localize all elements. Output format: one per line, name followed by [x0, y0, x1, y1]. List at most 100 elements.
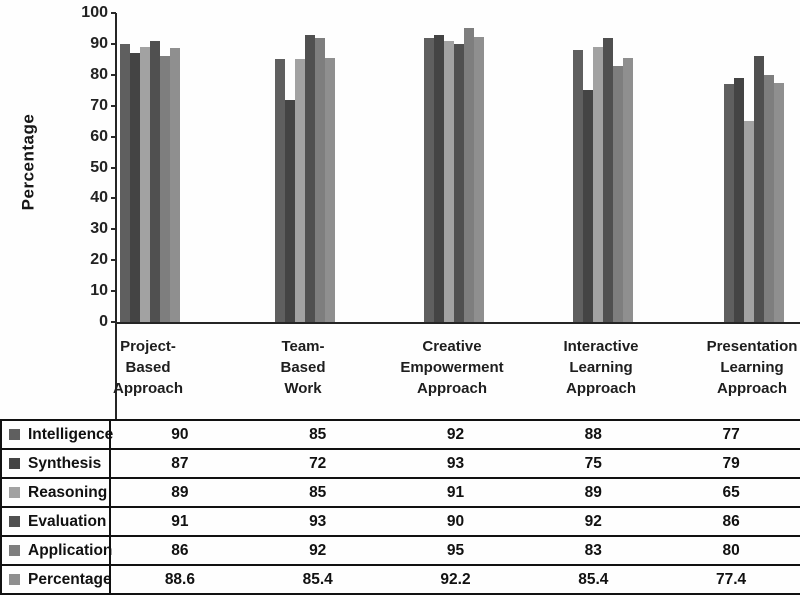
table-value-application-3: 95	[446, 541, 465, 559]
legend-label: Synthesis	[28, 454, 102, 472]
legend-label: Intelligence	[28, 425, 114, 443]
category-label-line: Based	[280, 359, 326, 376]
bar-percentage-1	[170, 48, 180, 322]
y-tick-label-80: 80	[90, 65, 108, 83]
category-label-2: Team- Based Work	[228, 336, 378, 399]
bar-intelligence-1	[120, 44, 130, 322]
table-row-evaluation: Evaluation 91 93 90 92 86	[0, 506, 800, 535]
y-tick-mark	[111, 290, 116, 293]
category-label-line: Team-	[281, 338, 325, 355]
y-tick-label-20: 20	[90, 251, 108, 269]
bar-application-2	[315, 38, 325, 322]
category-label-line: Based	[125, 359, 171, 376]
legend-cell-percentage: Percentage	[0, 566, 112, 593]
bar-application-3	[464, 28, 474, 322]
y-tick-mark	[111, 228, 116, 231]
y-tick-label-100: 100	[81, 4, 108, 21]
y-tick-mark	[111, 42, 116, 45]
bar-cluster-1	[120, 41, 180, 322]
bar-cluster-5	[724, 56, 784, 322]
bar-synthesis-3	[434, 35, 444, 322]
bar-percentage-4	[623, 58, 633, 322]
y-tick-mark	[111, 259, 116, 262]
table-value-evaluation-3: 90	[446, 512, 465, 530]
bar-reasoning-3	[444, 41, 454, 322]
category-label-4: Interactive Learning Approach	[526, 336, 676, 399]
table-value-synthesis-2: 72	[309, 454, 327, 472]
table-value-synthesis-3: 93	[446, 454, 465, 472]
bar-synthesis-4	[583, 90, 593, 322]
table-value-application-1: 86	[171, 541, 189, 559]
table-value-intelligence-3: 92	[446, 425, 465, 443]
category-label-line: Approach	[112, 380, 183, 397]
y-tick-mark	[111, 73, 116, 76]
table-value-percentage-1: 88.6	[164, 570, 195, 588]
table-value-intelligence-4: 88	[584, 425, 602, 443]
bar-evaluation-3	[454, 44, 464, 322]
bar-reasoning-2	[295, 59, 305, 322]
category-label-line: Approach	[565, 380, 636, 397]
bar-reasoning-4	[593, 47, 603, 322]
legend-cell-evaluation: Evaluation	[0, 508, 111, 535]
legend-cell-synthesis: Synthesis	[0, 450, 111, 477]
bar-evaluation-4	[603, 38, 613, 322]
y-tick-label-10: 10	[90, 282, 108, 300]
plot-area	[115, 13, 800, 324]
y-tick-label-40: 40	[90, 189, 108, 207]
category-label-line: Project-	[120, 338, 176, 355]
legend-label: Evaluation	[28, 512, 107, 530]
axis-vertical-rule	[115, 324, 117, 419]
bar-synthesis-2	[285, 100, 295, 322]
legend-label: Application	[28, 541, 113, 559]
y-tick-mark	[111, 104, 116, 107]
category-label-5: Presentation Learning Approach	[677, 336, 800, 399]
category-label-line: Learning	[569, 359, 633, 376]
category-label-line: Interactive	[563, 338, 639, 355]
table-value-reasoning-3: 91	[446, 483, 465, 501]
bar-application-4	[613, 66, 623, 322]
category-label-1: Project- Based Approach	[73, 336, 223, 399]
y-axis-title-text: Percentage	[18, 113, 38, 211]
table-value-reasoning-4: 89	[584, 483, 602, 501]
bar-cluster-2	[275, 35, 335, 322]
table-row-reasoning: Reasoning 89 85 91 89 65	[0, 477, 800, 506]
category-label-line: Empowerment	[400, 359, 504, 376]
bar-synthesis-1	[130, 53, 140, 322]
y-tick-mark	[111, 321, 116, 323]
bar-application-1	[160, 56, 170, 322]
table-value-evaluation-2: 93	[309, 512, 327, 530]
legend-swatch-icon	[9, 545, 20, 556]
legend-swatch-icon	[9, 458, 20, 469]
table-value-application-4: 83	[584, 541, 602, 559]
table-value-application-2: 92	[309, 541, 327, 559]
bar-application-5	[764, 75, 774, 322]
bar-evaluation-5	[754, 56, 764, 322]
bar-percentage-3	[474, 37, 484, 322]
category-label-line: Approach	[416, 380, 487, 397]
bar-percentage-2	[325, 58, 335, 322]
y-tick-label-90: 90	[90, 34, 108, 52]
legend-cell-reasoning: Reasoning	[0, 479, 111, 506]
bar-cluster-4	[573, 38, 633, 322]
bar-intelligence-5	[724, 84, 734, 322]
category-label-line: Learning	[720, 359, 784, 376]
table-value-intelligence-1: 90	[171, 425, 189, 443]
table-row-intelligence: Intelligence 90 85 92 88 77	[0, 419, 800, 448]
bar-intelligence-2	[275, 59, 285, 322]
legend-cell-intelligence: Intelligence	[0, 421, 114, 448]
legend-label: Percentage	[28, 570, 112, 588]
legend-swatch-icon	[9, 574, 20, 585]
table-value-application-5: 80	[722, 541, 740, 559]
table-value-evaluation-1: 91	[171, 512, 189, 530]
legend-swatch-icon	[9, 487, 20, 498]
table-row-synthesis: Synthesis 87 72 93 75 79	[0, 448, 800, 477]
bar-reasoning-5	[744, 121, 754, 322]
table-value-synthesis-5: 79	[722, 454, 740, 472]
bar-intelligence-4	[573, 50, 583, 322]
table-value-percentage-3: 92.2	[440, 570, 471, 588]
y-tick-label-50: 50	[90, 158, 108, 176]
category-label-line: Approach	[716, 380, 787, 397]
table-value-synthesis-1: 87	[171, 454, 189, 472]
category-label-line: Presentation	[706, 338, 798, 355]
table-value-evaluation-4: 92	[584, 512, 602, 530]
